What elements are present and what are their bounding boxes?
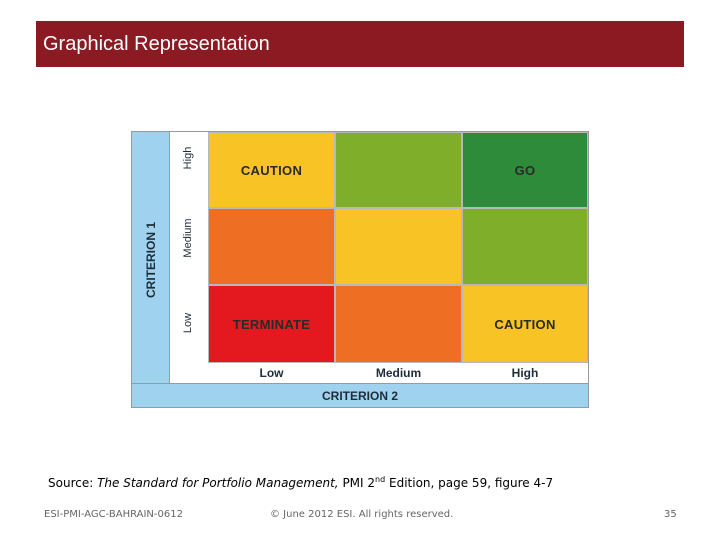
cell-low-low: TERMINATE xyxy=(208,285,335,363)
criterion-2-band: CRITERION 2 xyxy=(132,383,588,407)
source-citation: Source: The Standard for Portfolio Manag… xyxy=(48,475,553,490)
decision-matrix: CRITERION 1 High Medium Low CAUTION GO T… xyxy=(131,131,589,408)
row-label-medium: Medium xyxy=(182,218,194,258)
cell-low-high: CAUTION xyxy=(462,285,588,363)
slide-title-bar: Graphical Representation xyxy=(36,21,684,67)
cell-high-low: CAUTION xyxy=(208,132,335,208)
source-edition-post: Edition, page 59, figure 4-7 xyxy=(385,476,554,490)
criterion-1-label: CRITERION 1 xyxy=(144,221,158,299)
cell-high-high: GO xyxy=(462,132,588,208)
slide-title: Graphical Representation xyxy=(43,32,270,55)
cell-label: CAUTION xyxy=(494,316,556,332)
col-label-high: High xyxy=(511,366,539,380)
source-prefix: Source: xyxy=(48,476,98,490)
cell-medium-medium xyxy=(335,208,462,285)
cell-medium-high xyxy=(462,208,588,285)
row-label-low: Low xyxy=(182,312,194,334)
cell-label: TERMINATE xyxy=(232,316,311,332)
cell-label: GO xyxy=(514,162,536,178)
col-label-medium: Medium xyxy=(375,366,422,380)
row-label-high: High xyxy=(182,146,194,170)
cell-low-medium xyxy=(335,285,462,363)
source-edition-pre: PMI 2 xyxy=(338,476,376,490)
col-label-low: Low xyxy=(259,366,284,380)
source-edition-sup: nd xyxy=(375,475,386,484)
criterion-2-label: CRITERION 2 xyxy=(321,388,398,403)
criterion-1-band: CRITERION 1 xyxy=(132,132,170,383)
source-work-title: The Standard for Portfolio Management, xyxy=(97,476,339,490)
footer-left: ESI-PMI-AGC-BAHRAIN-0612 xyxy=(44,509,183,520)
footer-copyright: © June 2012 ESI. All rights reserved. xyxy=(270,509,454,520)
cell-label: CAUTION xyxy=(240,162,303,178)
cell-high-medium xyxy=(335,132,462,208)
cell-medium-low xyxy=(208,208,335,285)
page-number: 35 xyxy=(664,509,677,520)
